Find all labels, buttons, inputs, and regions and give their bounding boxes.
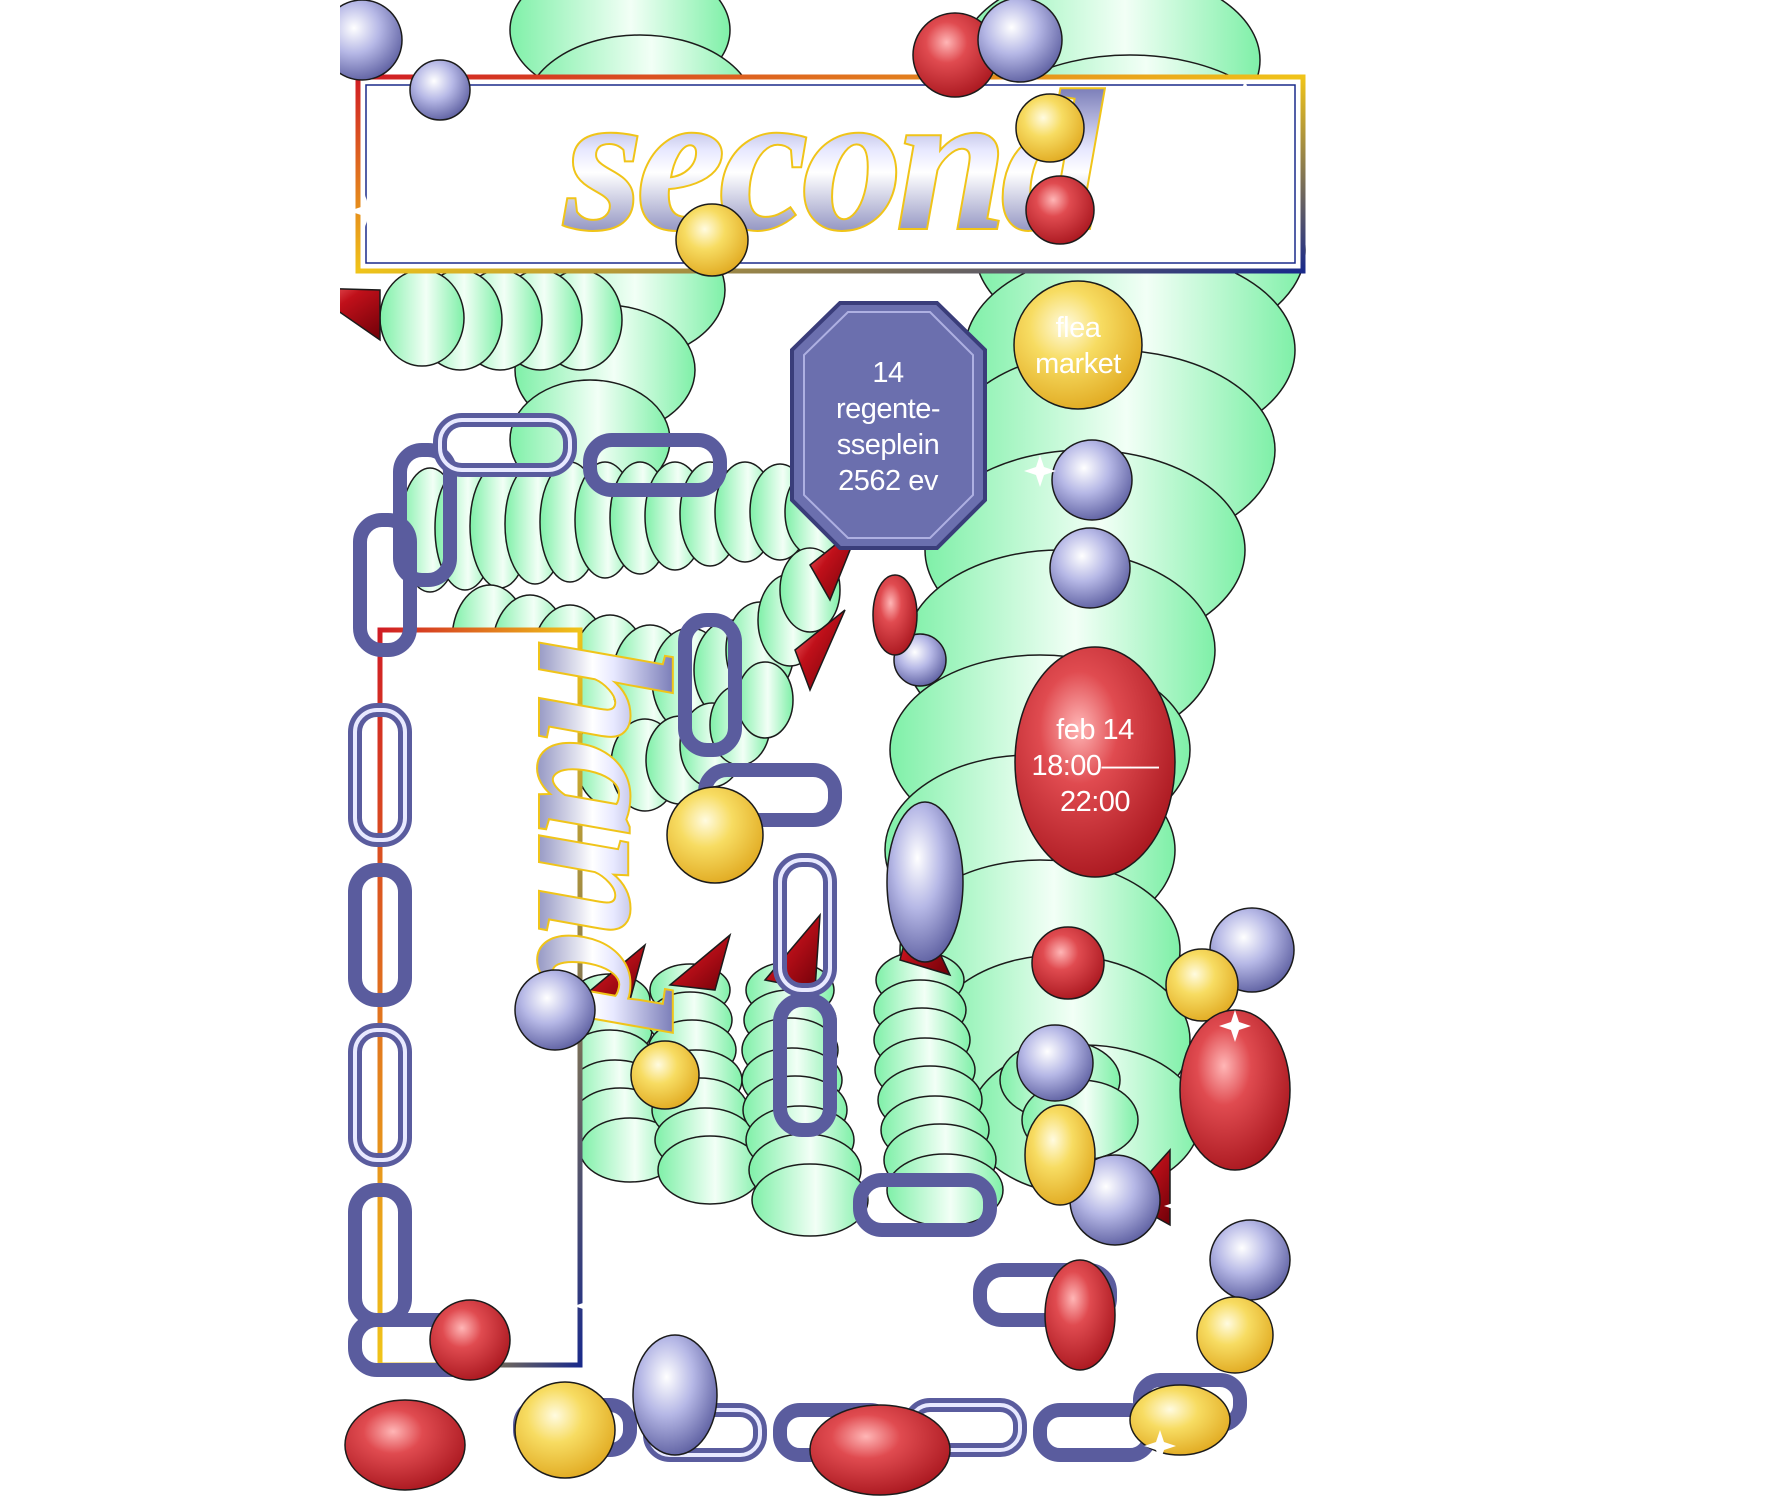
event-line-2: market xyxy=(1035,348,1121,380)
title-second: second xyxy=(563,51,1105,272)
nail-curl-2 xyxy=(794,609,846,692)
venue-plaque xyxy=(790,301,987,550)
event-name: flea market xyxy=(1008,310,1148,382)
venue-plaque-bevel xyxy=(803,311,974,539)
beads xyxy=(340,0,1295,1496)
event-date-time: feb 14 18:00—— 22:00 xyxy=(1010,712,1180,820)
poster: second hand xyxy=(340,0,1420,1500)
date-line-3: 22:00 xyxy=(1059,786,1131,818)
chain-highlight xyxy=(353,418,1022,1457)
nail-lower-1 xyxy=(583,942,647,1001)
venue-line-2: regente- xyxy=(835,393,941,425)
finger-upper-left xyxy=(379,269,623,371)
nail-upper-left xyxy=(340,288,381,342)
title-frame xyxy=(355,74,1306,274)
venue-line-3: sseplein xyxy=(836,429,940,461)
venue-line-4: 2562 ev xyxy=(838,465,938,497)
finger-middle xyxy=(399,461,846,593)
nail-lower-2 xyxy=(668,932,732,991)
date-line-2: 18:00—— xyxy=(1031,750,1159,782)
sparkles xyxy=(349,80,1265,1462)
venue-line-1: 14 xyxy=(872,357,904,389)
date-line-1: feb 14 xyxy=(1056,714,1134,746)
poster-artwork: second hand xyxy=(340,0,1306,1496)
venue-address: 14 regente- sseplein 2562 ev xyxy=(798,355,978,499)
event-line-1: flea xyxy=(1055,312,1101,344)
